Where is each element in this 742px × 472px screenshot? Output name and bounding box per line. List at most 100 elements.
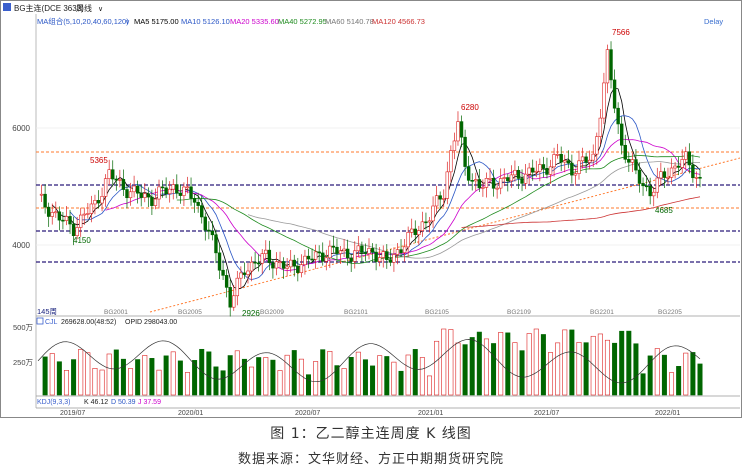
kline-chart: BG主连(DCE 3633) 周线 ∨ Delay MA组合(5,10,20,4… bbox=[0, 0, 742, 418]
candle bbox=[538, 158, 542, 182]
delay-label: Delay bbox=[704, 17, 723, 26]
volume-bar bbox=[106, 353, 112, 396]
candle bbox=[317, 245, 321, 263]
candle bbox=[175, 174, 179, 199]
candle-body bbox=[623, 144, 627, 160]
candle bbox=[673, 162, 677, 179]
volume-bar bbox=[305, 374, 311, 396]
volume-bar bbox=[78, 349, 84, 396]
volume-values: 269628.00(48:52) bbox=[61, 319, 116, 326]
ytick-4000: 4000 bbox=[12, 241, 30, 250]
candle-body bbox=[474, 179, 478, 182]
candle bbox=[207, 221, 211, 240]
candle bbox=[342, 239, 346, 257]
candle-body bbox=[256, 262, 261, 265]
candle-body bbox=[367, 248, 371, 254]
candle bbox=[427, 217, 432, 233]
xtick-2022-01: 2022/01 bbox=[655, 410, 680, 417]
candle bbox=[438, 191, 442, 210]
volume-bar bbox=[583, 342, 589, 396]
candle bbox=[178, 184, 183, 204]
xtick-2019-07: 2019/07 bbox=[60, 410, 85, 417]
candle-body bbox=[424, 221, 428, 224]
volume-bar bbox=[434, 340, 440, 396]
candle-body bbox=[242, 272, 247, 275]
candle-body bbox=[694, 176, 699, 179]
candle bbox=[456, 111, 460, 146]
volume-bar bbox=[313, 361, 319, 396]
candle bbox=[684, 146, 688, 170]
volume-bar bbox=[604, 339, 610, 396]
candle bbox=[392, 247, 396, 272]
candle-body bbox=[484, 178, 489, 188]
volume-legend: CJL 269628.00(48:52) OPID 298043.00 bbox=[36, 317, 177, 326]
candle bbox=[406, 226, 410, 258]
candle-body bbox=[541, 164, 546, 169]
volume-bar bbox=[548, 352, 554, 396]
candle-body bbox=[370, 248, 375, 253]
candle bbox=[192, 194, 197, 213]
candle-body bbox=[239, 272, 243, 279]
ma60-label: MA60 5140.78 bbox=[325, 17, 374, 26]
volume-toggle-icon[interactable] bbox=[36, 317, 44, 325]
candle-body bbox=[516, 169, 521, 179]
candle bbox=[367, 238, 371, 260]
period-selector[interactable]: 周线 bbox=[76, 3, 92, 13]
candle bbox=[442, 189, 446, 208]
candle bbox=[655, 167, 659, 199]
candle-body bbox=[260, 253, 264, 264]
candle bbox=[118, 169, 122, 188]
candle bbox=[310, 248, 314, 263]
candle bbox=[253, 251, 257, 269]
candle-body bbox=[214, 234, 218, 254]
candle bbox=[680, 149, 684, 174]
volume-bar bbox=[42, 356, 48, 396]
candle-body bbox=[71, 223, 76, 237]
contract-ticks: BG2001 BG2005 BG2009 BG2101 BG2105 BG210… bbox=[104, 309, 682, 316]
candle-body bbox=[584, 156, 588, 163]
candle-body bbox=[196, 202, 200, 206]
candle bbox=[474, 172, 478, 191]
candle-body bbox=[167, 188, 172, 195]
candle-body bbox=[146, 193, 151, 198]
candle bbox=[274, 252, 279, 276]
period-chevron-icon[interactable]: ∨ bbox=[98, 6, 103, 13]
candle-body bbox=[570, 162, 574, 176]
candle bbox=[377, 247, 382, 267]
candle-body bbox=[684, 151, 688, 160]
kdj-title[interactable]: KDJ(9,3,3) bbox=[37, 399, 70, 406]
volume-bar bbox=[462, 344, 468, 396]
contract-tick-bg2001: BG2001 bbox=[104, 309, 128, 316]
candle-body bbox=[662, 171, 667, 178]
candle bbox=[563, 154, 567, 173]
candle bbox=[488, 167, 492, 184]
candle-body bbox=[342, 248, 346, 252]
volume-bar bbox=[455, 342, 461, 396]
candle bbox=[648, 177, 652, 205]
candle bbox=[114, 175, 119, 191]
logo-icon bbox=[3, 3, 11, 11]
label-high-5365: 5365 bbox=[90, 156, 108, 165]
volume-bar bbox=[334, 365, 340, 396]
candle-body bbox=[395, 249, 400, 255]
candle bbox=[598, 108, 603, 145]
candle-body bbox=[192, 197, 197, 203]
candle bbox=[687, 143, 692, 174]
volume-bar bbox=[398, 370, 404, 396]
candle bbox=[296, 257, 300, 282]
candle bbox=[135, 180, 140, 204]
candle-body bbox=[459, 121, 464, 138]
candle-body bbox=[200, 205, 204, 218]
ma40-label: MA40 5272.95 bbox=[278, 17, 327, 26]
candle-body bbox=[189, 186, 193, 199]
candle bbox=[242, 262, 247, 279]
volume-bar bbox=[612, 342, 618, 396]
volume-bar bbox=[597, 333, 603, 396]
ma-group-label[interactable]: MA组合(5,10,20,40,60,120) bbox=[37, 16, 129, 26]
candle bbox=[573, 168, 578, 186]
candle bbox=[313, 244, 318, 269]
ma-group-chevron-icon[interactable]: ∨ bbox=[125, 19, 130, 26]
candle bbox=[466, 156, 471, 185]
candle bbox=[128, 182, 133, 206]
candle-body bbox=[573, 173, 578, 176]
